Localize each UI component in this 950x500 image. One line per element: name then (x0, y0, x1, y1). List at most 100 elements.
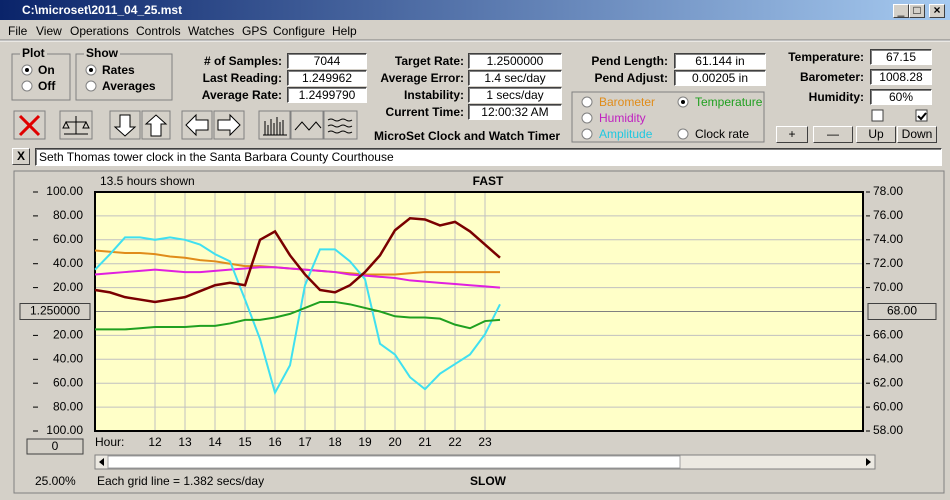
x-tick-label: 20 (388, 435, 402, 449)
y-tick-label: 1.250000 (30, 304, 80, 318)
icon-right (217, 113, 241, 137)
menu-item[interactable]: Configure (273, 24, 326, 38)
x-tick-label: 17 (298, 435, 312, 449)
field-value: 1.2499790 (287, 87, 367, 103)
x-axis-label: Hour: (95, 435, 124, 449)
toolbar-button[interactable] (290, 110, 324, 140)
y-tick-label: 40.00 (53, 256, 83, 270)
title-bar (0, 0, 950, 20)
slow-label: SLOW (470, 474, 507, 488)
field-value: 60% (870, 89, 932, 105)
maximize[interactable]: □ (909, 4, 925, 18)
y2-tick-label: 64.00 (873, 351, 903, 365)
y2-tick-label: 62.00 (873, 375, 903, 389)
scroll-right (866, 458, 871, 466)
y2-tick-label: 68.00 (887, 304, 917, 318)
plot-select-label[interactable]: Temperature (695, 95, 763, 109)
button[interactable]: — (813, 126, 853, 143)
radio-label[interactable]: Averages (102, 79, 156, 93)
x-tick-label: 23 (478, 435, 492, 449)
icon-left (185, 113, 209, 137)
plot-select-label[interactable]: Amplitude (599, 127, 653, 141)
y-tick-label: 40.00 (53, 351, 83, 365)
icon-bars (263, 117, 287, 136)
button[interactable]: Down (897, 126, 937, 143)
field-label: Humidity: (808, 90, 864, 104)
radio-dot (25, 68, 29, 72)
button[interactable]: Up (856, 126, 896, 143)
group-box (11, 53, 71, 101)
minimize[interactable]: _ (893, 4, 909, 18)
zero-button[interactable] (26, 438, 84, 455)
checkbox[interactable] (871, 109, 884, 122)
radio-label[interactable]: Rates (102, 63, 135, 77)
menu-item[interactable]: File (8, 24, 28, 38)
field-value: 7044 (287, 53, 367, 69)
field-value: 1 secs/day (468, 87, 562, 103)
radio[interactable] (581, 96, 593, 108)
radio[interactable] (581, 112, 593, 124)
radio-dot (681, 100, 685, 104)
field-label: Last Reading: (202, 71, 282, 85)
y-tick-label: 60.00 (53, 232, 83, 246)
radio-label[interactable]: On (38, 63, 55, 77)
menu-item[interactable]: View (36, 24, 62, 38)
radio-dot (89, 68, 93, 72)
plot-select-label[interactable]: Barometer (599, 95, 656, 109)
x-tick-label: 21 (418, 435, 432, 449)
close-window[interactable]: × (929, 4, 945, 18)
field-label: Current Time: (385, 105, 464, 119)
button[interactable]: + (776, 126, 808, 143)
zero-button-label: 0 (52, 439, 59, 453)
window-title: C:\microset\2011_04_25.mst (22, 3, 183, 17)
icon-noise (327, 118, 353, 134)
y2-tick-label: 72.00 (873, 256, 903, 270)
field-label: Pend Adjust: (594, 71, 668, 85)
field-value: 67.15 (870, 49, 932, 65)
plot-select-label[interactable]: Humidity (599, 111, 646, 125)
field-label: Barometer: (799, 70, 864, 84)
menu-item[interactable]: Operations (70, 24, 129, 38)
y-tick-label: 80.00 (53, 399, 83, 413)
x-tick-label: 12 (148, 435, 162, 449)
y-tick-label: 100.00 (46, 184, 83, 198)
field-label: Pend Length: (591, 54, 668, 68)
field-value: 12:00:32 AM (468, 104, 562, 120)
radio-label[interactable]: Off (38, 79, 56, 93)
field-value: 1008.28 (870, 69, 932, 85)
scroll-left (99, 458, 104, 466)
icon-wave (294, 121, 322, 131)
checkbox[interactable] (915, 109, 928, 122)
series-line (94, 217, 501, 304)
menu-item[interactable]: GPS (242, 24, 268, 38)
center-button[interactable] (19, 303, 91, 320)
plot-select-label[interactable]: Clock rate (695, 127, 750, 141)
y-tick-label: 100.00 (46, 423, 83, 437)
menu-item[interactable]: Controls (136, 24, 181, 38)
icon-down (113, 114, 137, 137)
center-button[interactable] (867, 303, 937, 320)
y-tick-label: 60.00 (53, 375, 83, 389)
radio[interactable] (85, 80, 97, 92)
grid-note: Each grid line = 1.382 secs/day (97, 474, 264, 488)
radio[interactable] (677, 128, 689, 140)
scroll-thumb[interactable] (107, 455, 681, 469)
y-tick-label: 20.00 (53, 328, 83, 342)
group-label: Plot (20, 46, 47, 60)
field-label: Average Error: (380, 71, 464, 85)
radio[interactable] (581, 128, 593, 140)
field-label: Temperature: (788, 50, 864, 64)
menu-item[interactable]: Help (332, 24, 357, 38)
menu-item[interactable]: Watches (188, 24, 235, 38)
field-value: 1.2500000 (468, 53, 562, 69)
icon-cancel (18, 114, 41, 137)
field-value: 1.249962 (287, 70, 367, 86)
close-description[interactable]: X (12, 148, 30, 165)
x-tick-label: 22 (448, 435, 462, 449)
radio[interactable] (21, 80, 33, 92)
group-label: Show (84, 46, 120, 60)
